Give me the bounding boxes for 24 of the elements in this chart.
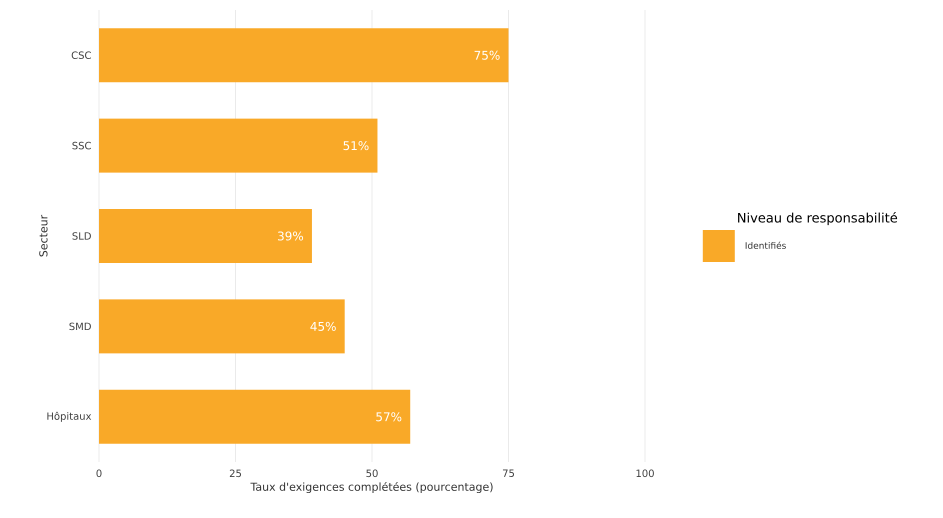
x-axis-title: Taux d'exigences complétées (pourcentage) xyxy=(250,482,493,494)
data-label: 45% xyxy=(310,322,336,331)
y-tick-label: SSC xyxy=(72,142,91,150)
x-tick-label: 0 xyxy=(96,470,102,478)
data-label: 75% xyxy=(474,50,500,60)
x-tick-label: 25 xyxy=(230,470,241,478)
x-tick-label: 75 xyxy=(502,470,514,477)
y-tick-label: SMD xyxy=(69,322,91,330)
x-tick-label: 50 xyxy=(366,470,378,478)
data-label: 51% xyxy=(344,141,369,150)
data-label: 39% xyxy=(278,231,304,241)
bar xyxy=(99,118,378,173)
y-tick-label: Hôpitaux xyxy=(47,412,92,422)
data-label: 57% xyxy=(376,412,402,422)
bar xyxy=(99,299,345,354)
bar xyxy=(99,390,410,444)
bar xyxy=(99,28,509,82)
y-axis-title: Secteur xyxy=(39,214,48,256)
y-tick-label: CSC xyxy=(72,51,91,59)
text: Identifiés xyxy=(746,242,786,249)
y-tick-label: SLD xyxy=(72,232,91,240)
x-tick-label: 100 xyxy=(636,470,654,478)
bar xyxy=(99,208,312,263)
legend-title: Niveau de responsabilité xyxy=(738,212,898,226)
